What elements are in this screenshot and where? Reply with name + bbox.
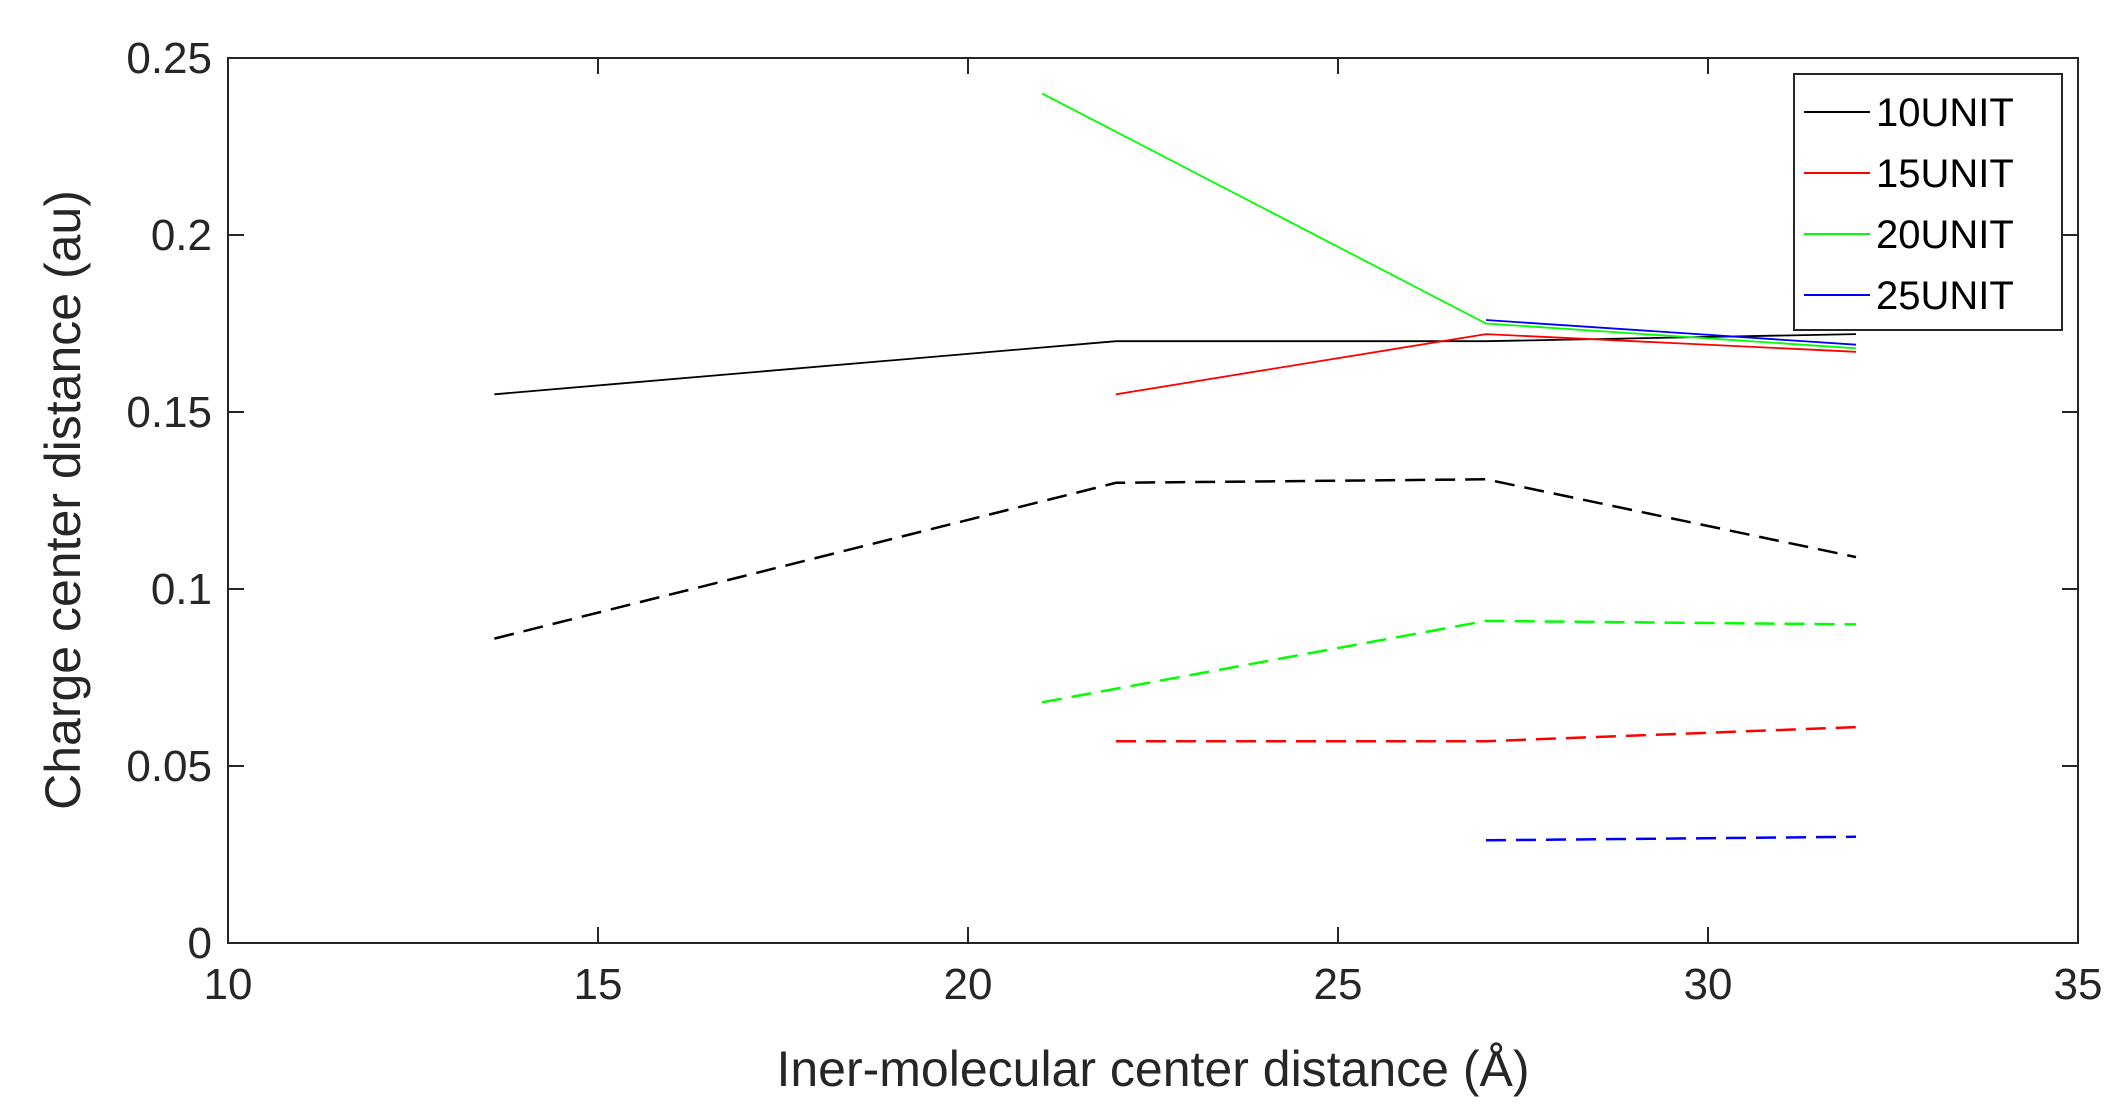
series-line-25unit <box>1485 319 1857 346</box>
y-tick-label: 0.25 <box>126 34 212 83</box>
x-tick-label: 25 <box>1314 960 1363 1009</box>
legend-label: 10UNIT <box>1876 91 2014 135</box>
x-tick-label: 15 <box>574 960 623 1009</box>
series-line-5-dashed <box>494 478 1857 640</box>
y-axis-label: Charge center distance (au) <box>35 190 91 810</box>
y-tick-label: 0.2 <box>151 211 212 260</box>
legend-box <box>1793 73 2063 331</box>
axis-ticks <box>227 57 2079 944</box>
y-tick-label: 0 <box>188 919 212 968</box>
series-line-20unit <box>1041 92 1857 350</box>
series-line-10unit <box>494 333 1857 396</box>
x-axis-label: Iner-molecular center distance (Å) <box>776 1041 1529 1097</box>
y-tick-label: 0.1 <box>151 565 212 614</box>
x-tick-label: 20 <box>944 960 993 1009</box>
series-line-15unit <box>1115 333 1857 396</box>
plot-area <box>227 57 2079 944</box>
x-tick-label: 35 <box>2054 960 2103 1009</box>
series-line-6-dashed <box>1116 725 1857 743</box>
legend-label: 15UNIT <box>1876 152 2014 196</box>
axis-tick-labels: 10 15 20 25 30 35 0 0.05 0.1 0.15 0.2 0.25 <box>126 34 2102 1009</box>
legend-label: 20UNIT <box>1876 213 2014 257</box>
series-line-7-dashed <box>1041 619 1857 704</box>
y-tick-label: 0.05 <box>126 742 212 791</box>
x-tick-label: 30 <box>1684 960 1733 1009</box>
y-tick-label: 0.15 <box>126 388 212 437</box>
legend: 10UNIT 15UNIT 20UNIT 25UNIT <box>1793 73 2063 331</box>
series-line-8-dashed <box>1485 835 1857 842</box>
legend-label: 25UNIT <box>1876 274 2014 318</box>
x-tick-label: 10 <box>204 960 253 1009</box>
series-lines <box>494 92 1857 842</box>
